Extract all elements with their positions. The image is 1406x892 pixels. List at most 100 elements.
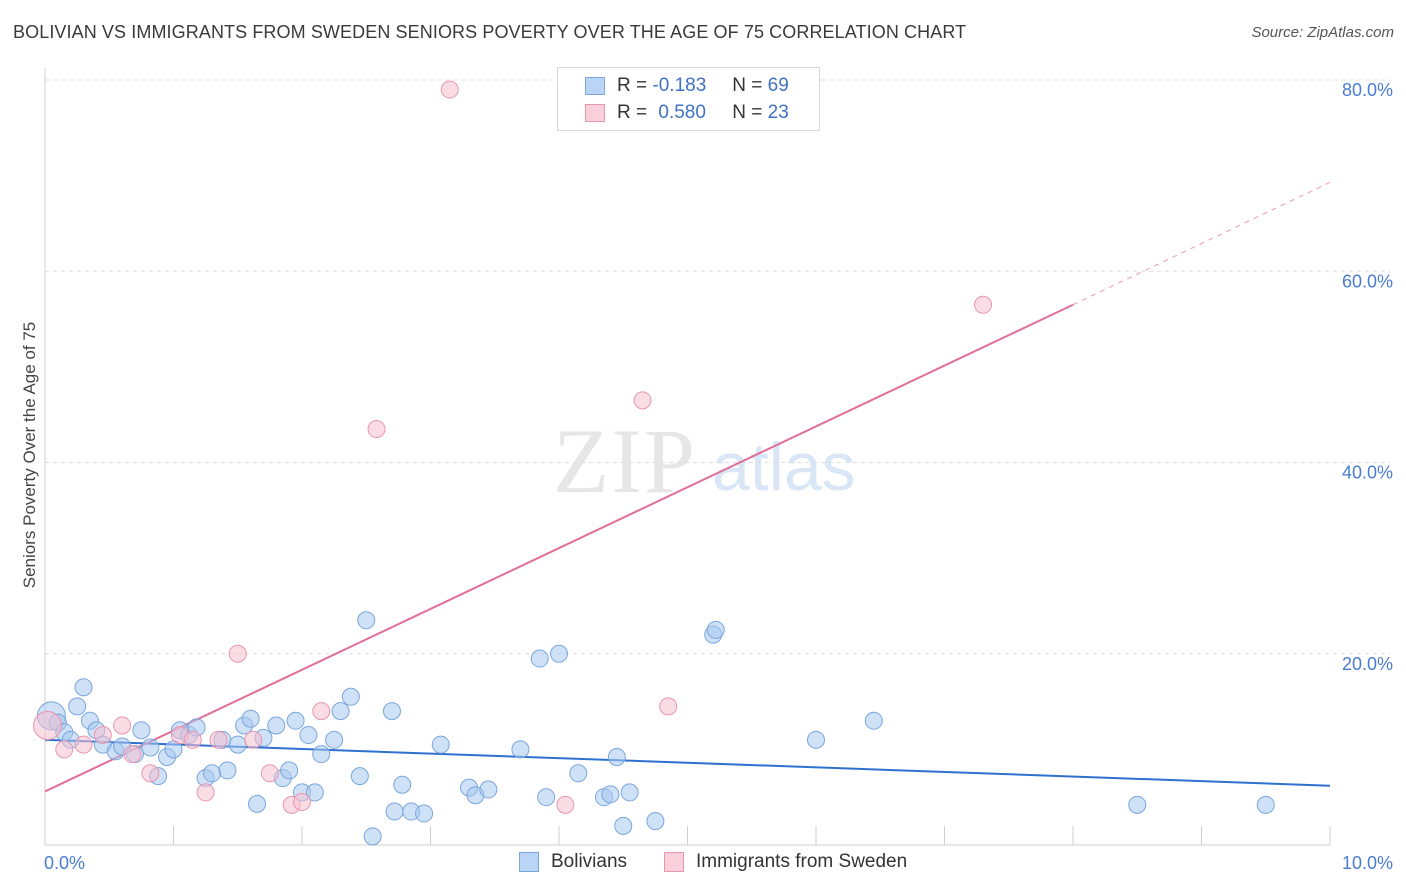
point-sweden: [244, 730, 263, 749]
point-bolivians: [218, 761, 237, 780]
point-bolivians: [511, 740, 530, 759]
point-sweden: [55, 740, 74, 759]
point-bolivians: [141, 738, 160, 757]
point-sweden: [183, 730, 202, 749]
gridlines: [45, 79, 1390, 655]
x-tick-label: 0.0%: [44, 853, 85, 873]
point-bolivians: [341, 687, 360, 706]
point-bolivians: [614, 816, 633, 835]
point-bolivians: [228, 735, 247, 754]
point-sweden: [293, 792, 311, 811]
point-bolivians: [607, 748, 626, 767]
legend-label-bolivians: Bolivians: [551, 851, 628, 872]
point-sweden: [93, 726, 112, 745]
y-tick-label: 40.0%: [1342, 463, 1393, 483]
series-legend: Bolivians Immigrants from Sweden: [0, 851, 1406, 877]
legend-r-value: 0.580: [658, 102, 706, 123]
point-bolivians: [74, 678, 93, 697]
point-bolivians: [357, 611, 376, 630]
point-bolivians: [363, 827, 382, 846]
point-sweden: [196, 783, 215, 802]
point-bolivians: [550, 644, 568, 663]
watermark-atlas: atlas: [712, 429, 856, 505]
trend-line-sweden: [44, 303, 1074, 793]
point-bolivians: [1256, 795, 1275, 814]
legend-n-label: N =: [732, 102, 763, 123]
legend-row-bolivians: R = -0.183 N = 69: [558, 73, 789, 99]
point-bolivians: [68, 697, 87, 716]
watermark-zip: ZIP: [553, 410, 697, 512]
point-sweden: [228, 644, 247, 663]
y-tick-label: 60.0%: [1342, 271, 1393, 291]
legend-r-value: -0.183: [652, 75, 707, 96]
point-bolivians: [325, 730, 344, 749]
tick-labels: 20.0% 40.0% 60.0% 80.0% 0.0% 10.0%: [44, 80, 1393, 873]
legend-swatch-sweden: [664, 852, 684, 872]
point-bolivians: [312, 745, 331, 764]
chart-title: BOLIVIAN VS IMMIGRANTS FROM SWEDEN SENIO…: [13, 22, 967, 42]
point-sweden: [113, 716, 132, 735]
source-label: Source: ZipAtlas.com: [1251, 24, 1394, 41]
legend-n-label: N =: [732, 75, 763, 96]
point-bolivians: [331, 702, 350, 721]
point-bolivians: [646, 812, 665, 831]
data-points: [33, 80, 1275, 846]
point-bolivians: [385, 802, 404, 821]
y-tick-label: 20.0%: [1342, 654, 1393, 674]
point-bolivians: [479, 780, 498, 799]
point-bolivians: [267, 716, 286, 735]
point-bolivians: [706, 620, 725, 639]
point-bolivians: [569, 764, 588, 783]
point-bolivians: [382, 702, 401, 721]
point-sweden: [367, 420, 386, 439]
point-sweden: [974, 295, 993, 314]
y-axis-label: Seniors Poverty Over the Age of 75: [20, 322, 39, 588]
legend-row-sweden: R = 0.580 N = 23: [558, 100, 789, 126]
x-tick-label: 10.0%: [1342, 853, 1393, 873]
point-bolivians: [350, 767, 369, 786]
legend-item-bolivians: Bolivians: [519, 851, 627, 873]
stats-legend: R = -0.183 N = 69 R = 0.580 N = 23: [557, 67, 820, 131]
point-sweden: [260, 764, 279, 783]
point-bolivians: [601, 785, 620, 804]
point-bolivians: [305, 783, 324, 802]
legend-r-label: R =: [617, 102, 648, 123]
legend-r-label: R =: [617, 75, 648, 96]
point-bolivians: [807, 730, 825, 749]
point-bolivians: [203, 764, 222, 783]
point-bolivians: [620, 783, 639, 802]
point-bolivians: [248, 794, 267, 813]
point-sweden: [33, 710, 63, 740]
watermark: ZIP atlas: [553, 410, 856, 512]
legend-swatch-bolivians: [519, 852, 539, 872]
point-sweden: [556, 795, 575, 814]
point-bolivians: [241, 709, 260, 728]
legend-item-sweden: Immigrants from Sweden: [664, 851, 907, 873]
trend-lines: [44, 181, 1331, 793]
legend-swatch-blue: [585, 77, 605, 95]
point-bolivians: [415, 804, 434, 823]
point-sweden: [633, 391, 652, 410]
point-sweden: [312, 702, 331, 721]
point-sweden: [74, 735, 93, 754]
point-bolivians: [299, 726, 318, 745]
legend-n-value: 69: [767, 75, 789, 96]
point-bolivians: [280, 761, 299, 780]
point-bolivians: [537, 788, 556, 807]
axes: [44, 68, 1331, 846]
point-bolivians: [393, 775, 412, 794]
trend-line-bolivians: [44, 738, 1331, 787]
point-bolivians: [530, 649, 549, 668]
trend-line-sweden-extension: [1072, 181, 1331, 306]
legend-n-value: 23: [767, 102, 789, 123]
point-sweden: [209, 730, 228, 749]
point-bolivians: [864, 711, 883, 730]
legend-label-sweden: Immigrants from Sweden: [696, 851, 908, 872]
point-sweden: [123, 745, 142, 764]
y-tick-label: 80.0%: [1342, 80, 1393, 100]
point-sweden: [659, 697, 678, 716]
point-bolivians: [286, 711, 305, 730]
point-bolivians: [132, 721, 151, 740]
point-sweden: [141, 764, 160, 783]
